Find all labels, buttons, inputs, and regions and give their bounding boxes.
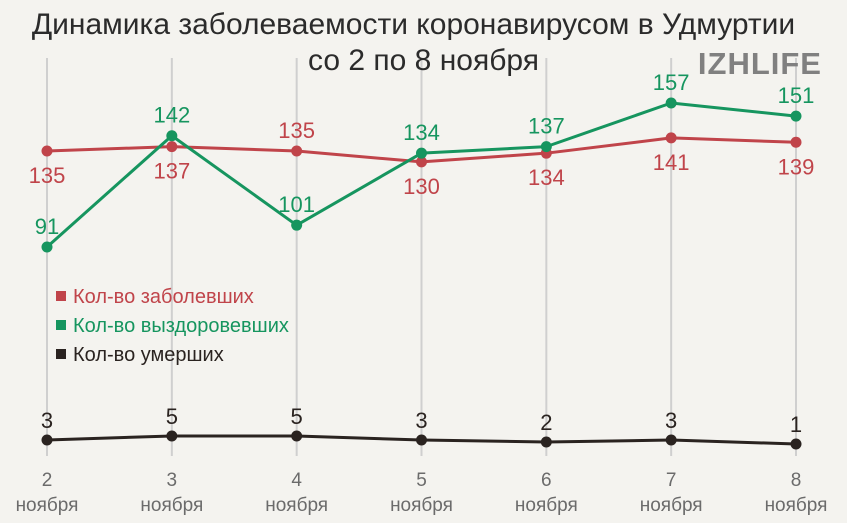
x-tick-label: ноября [640, 495, 703, 516]
data-point [540, 436, 552, 448]
data-label: 91 [35, 214, 59, 239]
legend-label: Кол-во умерших [73, 344, 224, 366]
data-label: 141 [653, 150, 690, 175]
data-point [291, 219, 303, 231]
data-label: 142 [153, 103, 190, 128]
x-tick-label: ноября [265, 495, 328, 516]
chart-title-line1: Динамика заболеваемости коронавирусом в … [31, 8, 796, 41]
data-point [166, 130, 178, 142]
data-point [790, 438, 802, 450]
data-point [790, 110, 802, 122]
data-label: 134 [403, 120, 440, 145]
data-label: 135 [29, 163, 66, 188]
legend-marker [56, 320, 66, 330]
data-label: 101 [278, 192, 315, 217]
x-tick-label: 3 [167, 470, 178, 491]
data-point [166, 141, 178, 153]
data-point [41, 241, 53, 253]
data-point [166, 430, 178, 442]
x-tick-label: ноября [515, 495, 578, 516]
data-point [416, 156, 427, 168]
data-label: 5 [166, 404, 178, 429]
legend-label: Кол-во выздоровевших [73, 315, 289, 337]
chart-title-line2: со 2 по 8 ноября [308, 44, 539, 77]
legend-marker [56, 291, 66, 301]
data-label: 139 [778, 154, 815, 179]
legend-marker [56, 349, 66, 359]
data-point [540, 141, 552, 153]
x-tick-label: ноября [390, 495, 453, 516]
x-tick-label: 6 [541, 470, 552, 491]
data-point [665, 132, 677, 144]
data-label: 135 [278, 118, 315, 143]
data-point [665, 434, 677, 446]
izhlife-logo: IZHLIFE [697, 46, 822, 81]
data-label: 151 [778, 83, 815, 108]
x-tick-label: ноября [765, 495, 828, 516]
x-tick-label: 2 [42, 470, 53, 491]
legend-label: Кол-во заболевших [73, 286, 254, 308]
data-point [291, 145, 303, 157]
data-label: 137 [528, 114, 565, 139]
data-point [416, 434, 427, 446]
data-label: 2 [540, 410, 552, 435]
data-label: 130 [403, 174, 440, 199]
data-label: 134 [528, 165, 565, 190]
data-label: 157 [653, 70, 690, 95]
data-label: 3 [41, 408, 53, 433]
x-tick-label: 4 [291, 470, 302, 491]
data-label: 137 [153, 159, 190, 184]
data-point [291, 430, 303, 442]
x-tick-label: 8 [791, 470, 802, 491]
x-tick-label: 7 [666, 470, 677, 491]
x-tick-label: ноября [16, 495, 79, 516]
x-tick-label: ноября [140, 495, 203, 516]
data-label: 3 [665, 408, 677, 433]
data-label: 5 [291, 404, 303, 429]
data-point [41, 145, 53, 157]
x-tick-label: 5 [416, 470, 427, 491]
data-point [665, 97, 677, 109]
data-label: 1 [790, 412, 802, 437]
data-point [416, 147, 427, 159]
data-point [41, 434, 53, 446]
data-label: 3 [415, 408, 427, 433]
data-point [790, 136, 802, 148]
